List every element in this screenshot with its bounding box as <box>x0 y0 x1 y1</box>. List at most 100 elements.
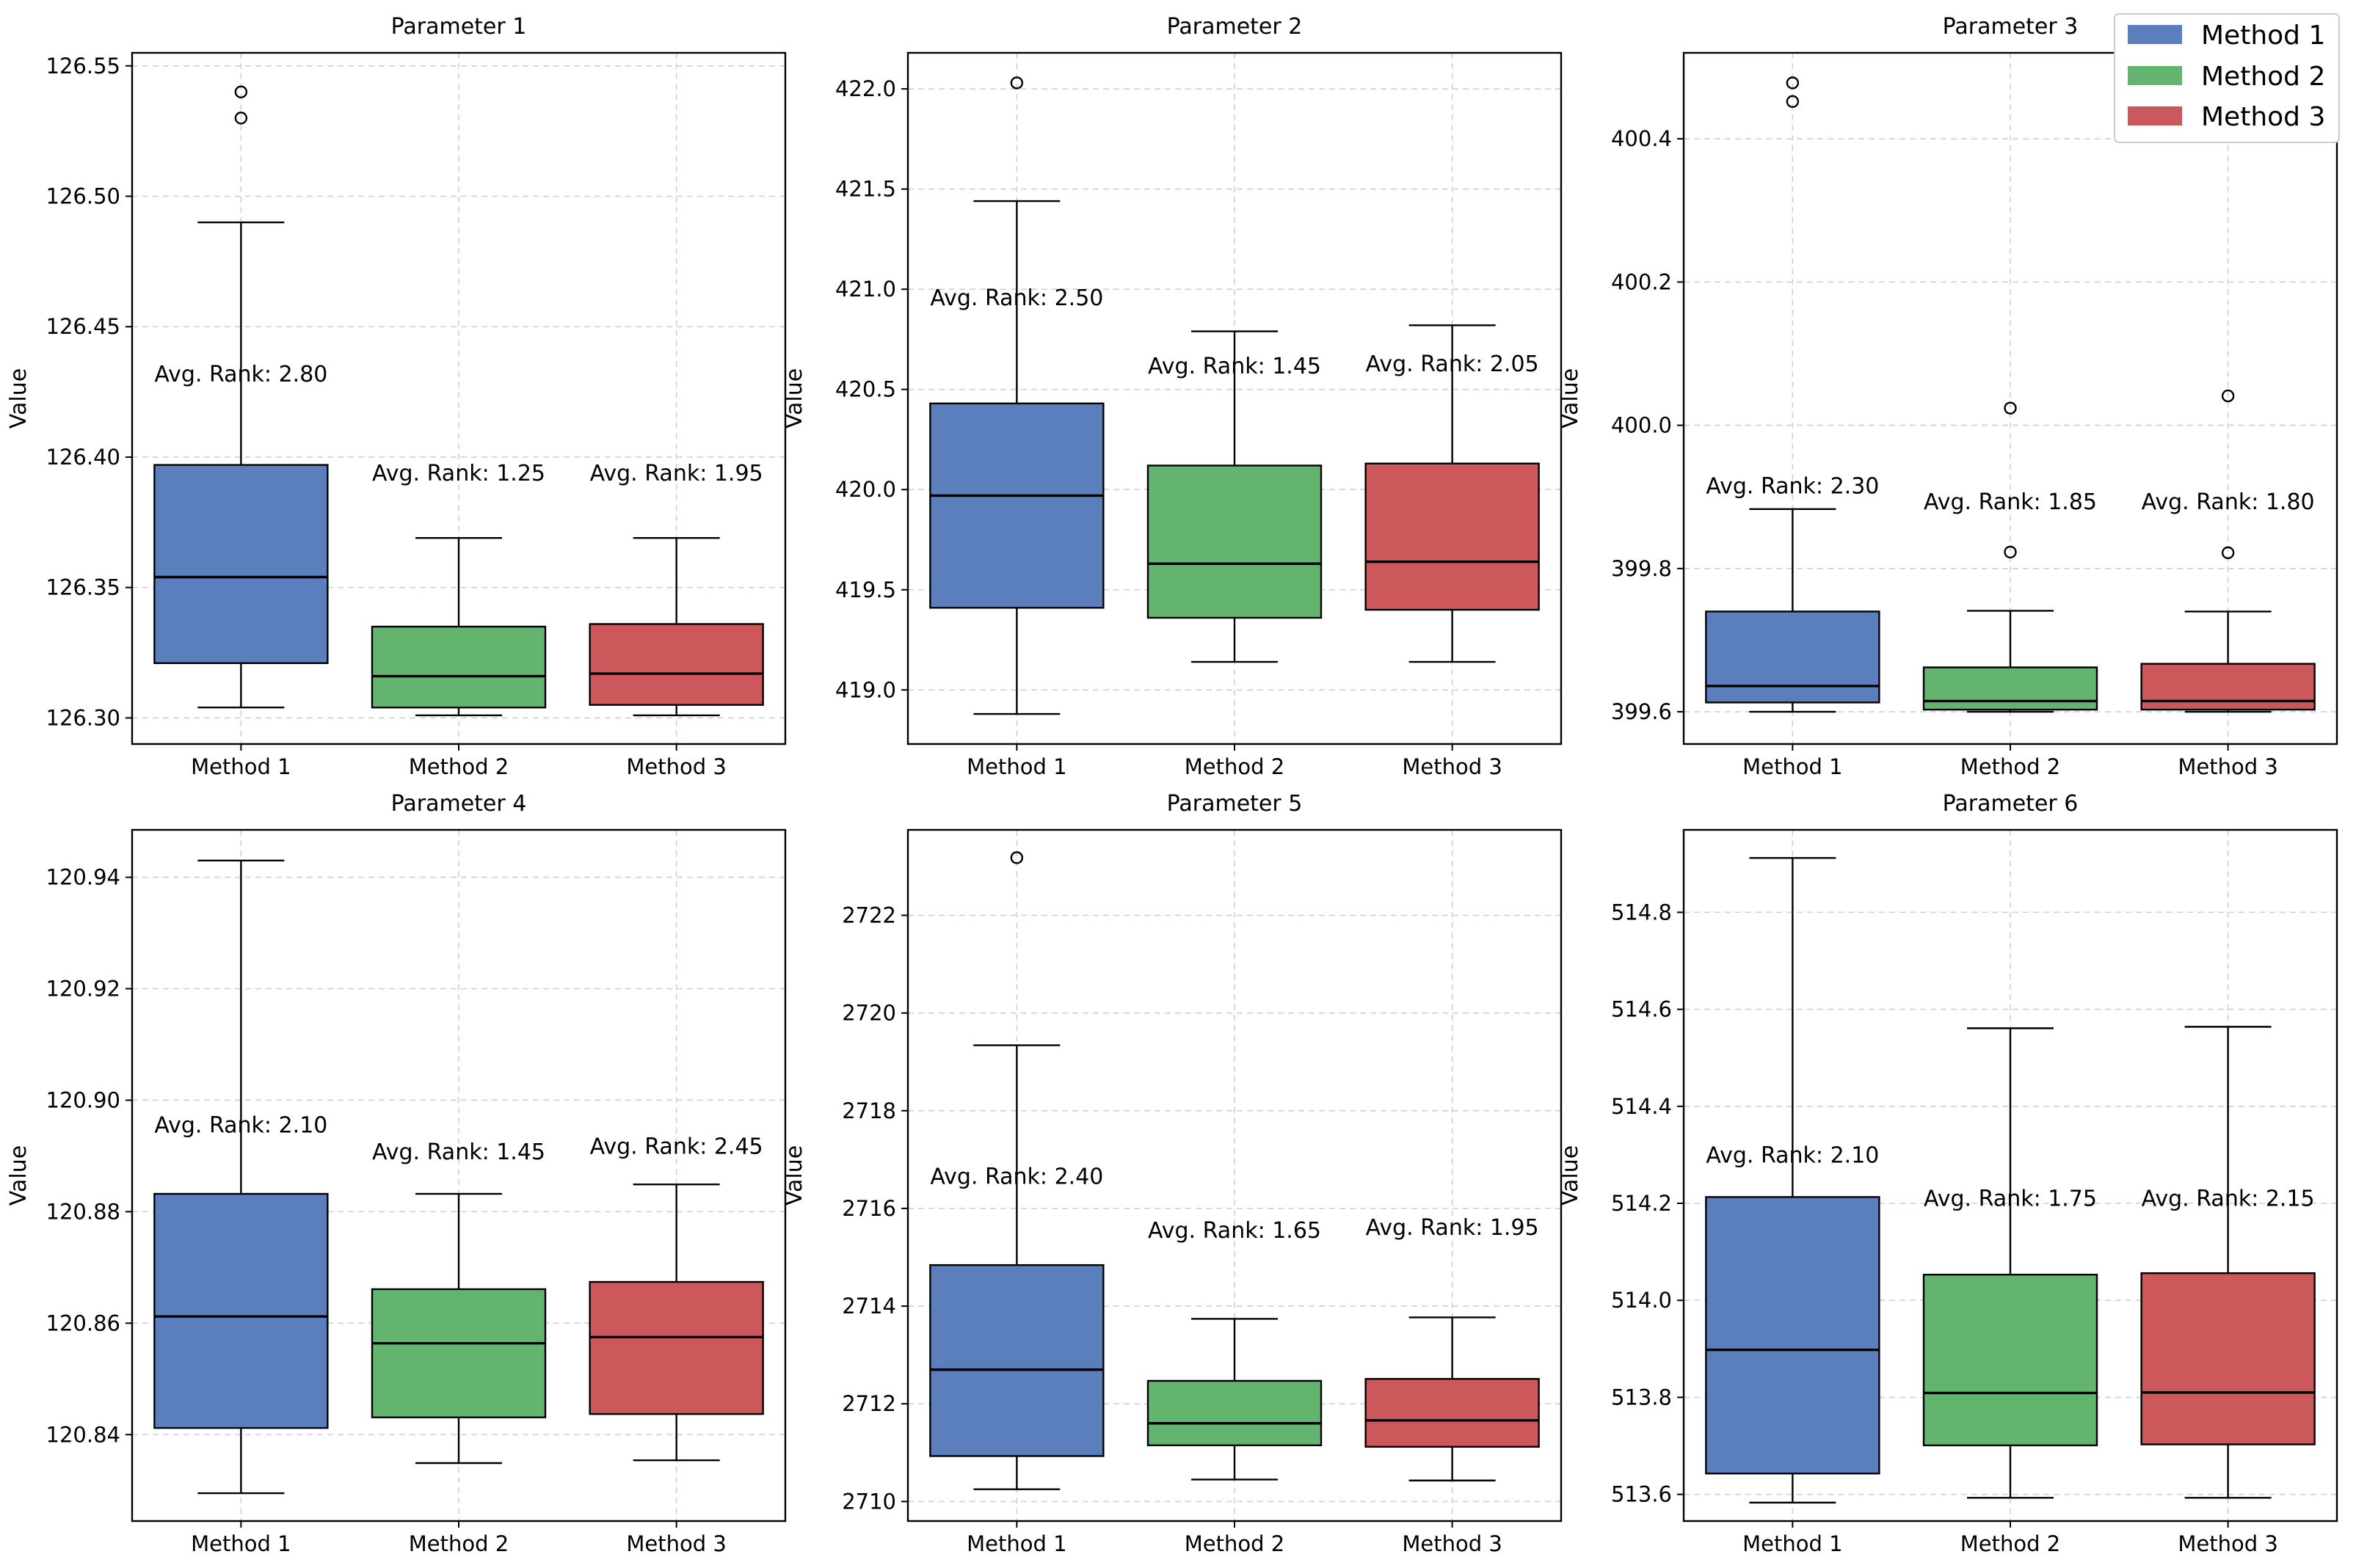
y-tick-label: 514.4 <box>1611 1094 1672 1119</box>
outlier-point <box>1786 76 1800 90</box>
box-method-1 <box>153 1192 329 1429</box>
y-tick-label: 120.90 <box>46 1087 120 1112</box>
box-method-3 <box>589 623 764 706</box>
box-method-2 <box>371 625 547 709</box>
panel-parameter-1: Avg. Rank: 2.80 Method 1 Avg. Rank: 1.25 Me… <box>6 14 787 779</box>
x-tick-label: Method 1 <box>967 1531 1066 1556</box>
panel-parameter-4: Avg. Rank: 2.10 Method 1 Avg. Rank: 1.45 Me… <box>6 791 787 1556</box>
panel-title: Parameter 6 <box>1943 791 2079 817</box>
x-tick-label: Method 2 <box>409 1531 509 1556</box>
y-tick-label: 421.0 <box>835 277 896 302</box>
axes-frame <box>906 51 1563 745</box>
y-tick-label: 514.2 <box>1611 1191 1672 1216</box>
y-tick-label: 120.94 <box>46 865 120 890</box>
outlier-point <box>2221 546 2235 560</box>
avg-rank-label: Avg. Rank: 2.40 <box>930 1164 1103 1190</box>
x-tick-label: Method 3 <box>2178 1531 2277 1556</box>
y-tick-label: 420.0 <box>835 477 896 502</box>
y-tick-label: 514.0 <box>1611 1288 1672 1313</box>
x-tick-label: Method 2 <box>1185 1531 1284 1556</box>
panel-parameter-3: Avg. Rank: 2.30 Method 1 Avg. Rank: 1.85 Me… <box>1557 14 2338 779</box>
panel-title: Parameter 5 <box>1167 791 1303 817</box>
box-method-1 <box>153 464 329 665</box>
avg-rank-label: Avg. Rank: 2.05 <box>1366 351 1539 377</box>
box-method-3 <box>1364 462 1540 611</box>
x-tick-label: Method 1 <box>1742 1531 1842 1556</box>
y-axis-label: Value <box>1557 368 1583 429</box>
avg-rank-label: Avg. Rank: 1.95 <box>1366 1215 1539 1241</box>
outlier-point <box>2221 389 2235 403</box>
legend-label-method-1: Method 1 <box>2201 21 2325 51</box>
x-tick-label: Method 3 <box>626 1531 726 1556</box>
box-method-2 <box>1922 1273 2098 1447</box>
y-tick-label: 400.4 <box>1611 126 1672 151</box>
avg-rank-label: Avg. Rank: 1.75 <box>1924 1186 2097 1211</box>
panel-title: Parameter 3 <box>1943 14 2079 40</box>
x-tick-label: Method 2 <box>1960 754 2060 779</box>
y-tick-label: 399.6 <box>1611 699 1672 724</box>
x-tick-label: Method 3 <box>1402 754 1502 779</box>
avg-rank-label: Avg. Rank: 1.45 <box>372 1139 545 1165</box>
outlier-point <box>234 85 248 99</box>
box-method-2 <box>1922 666 2098 711</box>
y-tick-label: 126.40 <box>46 445 120 470</box>
y-tick-label: 2720 <box>842 1001 896 1026</box>
y-tick-label: 126.50 <box>46 184 120 209</box>
y-tick-label: 419.0 <box>835 677 896 702</box>
axes-frame <box>906 828 1563 1523</box>
y-tick-label: 421.5 <box>835 177 896 202</box>
box-method-3 <box>2140 1272 2316 1445</box>
box-method-3 <box>1364 1378 1540 1448</box>
x-tick-label: Method 1 <box>967 754 1066 779</box>
x-tick-label: Method 2 <box>409 754 509 779</box>
x-tick-label: Method 1 <box>191 1531 291 1556</box>
axes-frame <box>131 51 787 745</box>
panel-title: Parameter 1 <box>391 14 527 40</box>
x-tick-label: Method 3 <box>626 754 726 779</box>
box-method-2 <box>1146 464 1323 619</box>
legend-swatch-method-3 <box>2128 106 2182 125</box>
panel-parameter-6: Avg. Rank: 2.10 Method 1 Avg. Rank: 1.75 Me… <box>1557 791 2338 1556</box>
outlier-point <box>1010 851 1024 864</box>
box-method-1 <box>929 402 1105 609</box>
avg-rank-label: Avg. Rank: 1.95 <box>590 461 763 486</box>
x-tick-label: Method 3 <box>1402 1531 1502 1556</box>
y-axis-label: Value <box>782 368 807 429</box>
outlier-point <box>2004 545 2017 559</box>
box-method-1 <box>1705 1196 1880 1475</box>
x-tick-label: Method 2 <box>1185 754 1284 779</box>
y-tick-label: 513.6 <box>1611 1482 1672 1507</box>
y-axis-label: Value <box>6 368 32 429</box>
legend-swatch-method-2 <box>2128 66 2182 85</box>
avg-rank-label: Avg. Rank: 2.30 <box>1706 473 1879 499</box>
avg-rank-label: Avg. Rank: 2.10 <box>154 1113 327 1139</box>
legend-label-method-3: Method 3 <box>2201 102 2325 132</box>
x-tick-label: Method 1 <box>191 754 291 779</box>
y-tick-label: 126.30 <box>46 705 120 730</box>
x-tick-label: Method 2 <box>1960 1531 2060 1556</box>
y-tick-label: 2712 <box>842 1391 896 1416</box>
outlier-point <box>2004 401 2017 415</box>
y-tick-label: 513.8 <box>1611 1385 1672 1410</box>
y-tick-label: 120.88 <box>46 1199 120 1224</box>
avg-rank-label: Avg. Rank: 1.80 <box>2142 489 2315 515</box>
y-tick-label: 120.84 <box>46 1422 120 1447</box>
avg-rank-label: Avg. Rank: 2.45 <box>590 1134 763 1159</box>
y-tick-label: 422.0 <box>835 76 896 101</box>
y-tick-label: 399.8 <box>1611 556 1672 581</box>
avg-rank-label: Avg. Rank: 1.25 <box>372 461 545 486</box>
y-tick-label: 126.55 <box>46 54 120 79</box>
panel-parameter-5: Avg. Rank: 2.40 Method 1 Avg. Rank: 1.65 Me… <box>782 791 1563 1556</box>
y-tick-label: 2716 <box>842 1196 896 1221</box>
y-axis-label: Value <box>6 1145 32 1206</box>
x-tick-label: Method 3 <box>2178 754 2277 779</box>
y-tick-label: 120.92 <box>46 977 120 1002</box>
legend-label-method-2: Method 2 <box>2201 62 2325 92</box>
y-axis-label: Value <box>1557 1145 1583 1206</box>
box-method-3 <box>589 1280 764 1415</box>
x-tick-label: Method 1 <box>1742 754 1842 779</box>
avg-rank-label: Avg. Rank: 1.45 <box>1148 354 1321 379</box>
y-tick-label: 2714 <box>842 1294 896 1319</box>
legend: Method 1 Method 2 Method 3 <box>2114 13 2340 143</box>
y-tick-label: 2722 <box>842 903 896 928</box>
